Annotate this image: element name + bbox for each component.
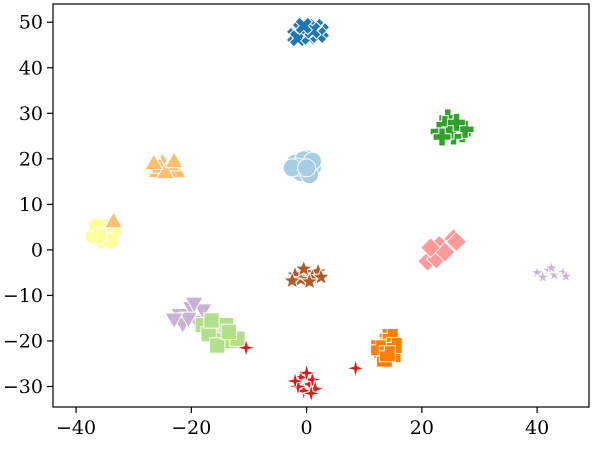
data-point <box>164 312 184 330</box>
plot-frame <box>52 3 590 408</box>
data-point <box>297 158 317 178</box>
x-tick-label: 0 <box>301 417 313 439</box>
data-point <box>311 266 331 286</box>
series-3-triangle-up <box>144 151 187 180</box>
data-point <box>285 371 305 391</box>
data-point <box>236 338 256 358</box>
data-point <box>90 226 108 246</box>
series-11-star4 <box>236 338 366 378</box>
data-point <box>155 162 176 180</box>
series-5-triangle-up <box>103 211 124 229</box>
data-point <box>419 237 442 259</box>
y-tick-label: 40 <box>19 57 43 79</box>
series-4-hexagon <box>85 216 122 251</box>
y-tick-label: 50 <box>19 12 43 34</box>
points-layer <box>85 16 575 403</box>
series-1-plus <box>429 108 475 147</box>
data-point <box>282 270 303 290</box>
data-point <box>220 323 237 341</box>
y-tick-label: −10 <box>3 285 43 307</box>
data-point <box>103 211 124 229</box>
series-2-circle <box>282 149 322 185</box>
y-tick-label: 10 <box>19 194 43 216</box>
series-7-star-thin <box>528 259 575 285</box>
y-tick-label: −20 <box>3 330 43 352</box>
series-0-x-cross <box>285 16 331 48</box>
data-point <box>178 311 199 329</box>
data-point <box>299 271 320 291</box>
data-point <box>445 231 468 253</box>
series-8-star5 <box>282 258 331 291</box>
series-12-square-notch <box>370 327 403 368</box>
x-tick-label: −20 <box>171 417 211 439</box>
data-point <box>446 112 466 132</box>
series-10-square <box>194 312 246 354</box>
data-point <box>293 258 314 278</box>
x-tick-label: −40 <box>56 417 96 439</box>
axes-layer: −40 −20 0 20 40 −30 −20 −10 0 10 20 30 40 50 <box>3 3 590 439</box>
y-tick-label: 20 <box>19 148 43 170</box>
data-point <box>144 152 164 170</box>
data-point <box>432 127 452 147</box>
y-tick-label: 0 <box>31 239 43 261</box>
data-point <box>193 303 213 321</box>
series-9-triangle-down <box>164 296 213 335</box>
x-tick-label: 20 <box>410 417 434 439</box>
data-point <box>542 259 561 276</box>
data-point <box>346 358 366 378</box>
data-point <box>534 268 552 285</box>
data-point <box>164 151 184 169</box>
data-point <box>209 337 226 354</box>
data-point <box>294 16 314 36</box>
data-point <box>184 296 205 314</box>
y-tick-label: −30 <box>3 376 43 398</box>
series-13-star4 <box>285 363 325 403</box>
data-point <box>297 363 317 383</box>
data-point <box>557 267 575 284</box>
series-6-diamond <box>417 227 468 272</box>
data-point <box>203 312 220 329</box>
x-tick-label: 40 <box>525 417 549 439</box>
y-tick-label: 30 <box>19 103 43 125</box>
data-point <box>378 345 396 363</box>
data-point <box>301 383 321 403</box>
